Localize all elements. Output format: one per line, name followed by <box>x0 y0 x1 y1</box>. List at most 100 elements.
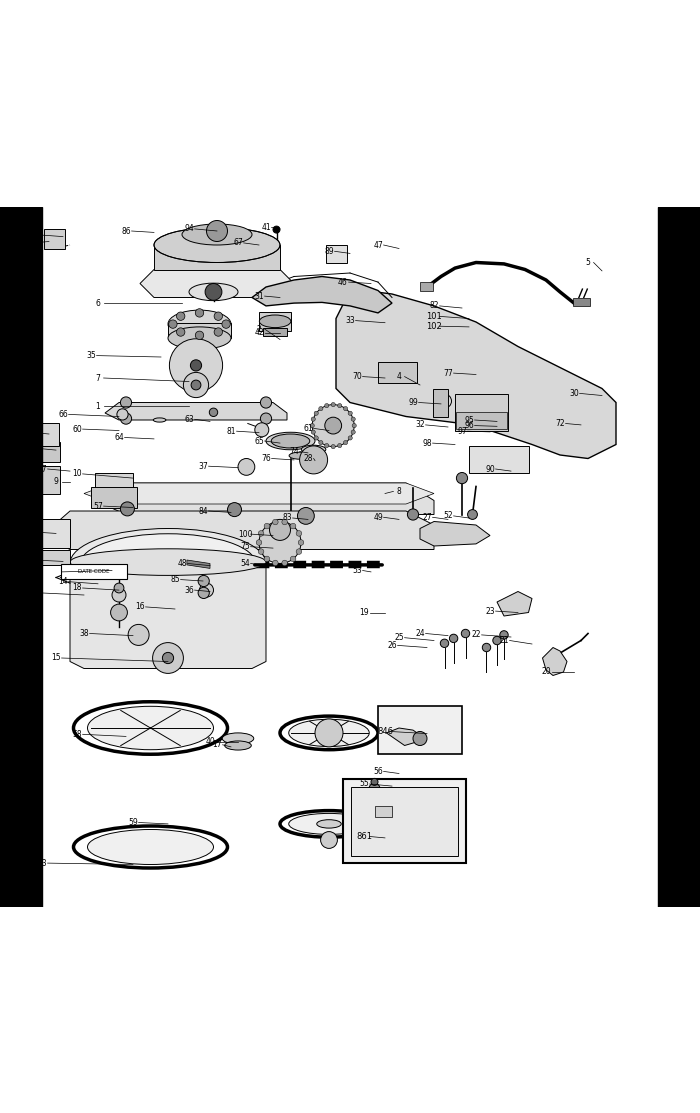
Circle shape <box>255 423 269 436</box>
Circle shape <box>259 522 301 563</box>
Text: 55: 55 <box>359 779 369 788</box>
Text: 8: 8 <box>397 486 401 496</box>
Circle shape <box>456 473 468 484</box>
Text: 98: 98 <box>422 439 432 447</box>
Text: 13: 13 <box>37 858 47 868</box>
Bar <box>374 807 392 817</box>
Text: 102: 102 <box>426 322 442 331</box>
Text: 12: 12 <box>30 589 40 598</box>
Circle shape <box>112 588 126 602</box>
Polygon shape <box>42 511 434 550</box>
Circle shape <box>449 634 458 642</box>
Text: 38: 38 <box>79 629 89 638</box>
Text: 22: 22 <box>471 630 481 639</box>
Ellipse shape <box>223 732 254 745</box>
Circle shape <box>176 312 185 321</box>
Text: 5: 5 <box>586 258 590 267</box>
Bar <box>343 779 466 863</box>
Bar <box>38 424 60 446</box>
Ellipse shape <box>168 311 231 338</box>
Circle shape <box>190 359 202 371</box>
Bar <box>326 245 346 263</box>
Text: 76: 76 <box>261 454 271 463</box>
Text: 27: 27 <box>422 513 432 522</box>
Text: 25: 25 <box>394 633 404 642</box>
Text: 100: 100 <box>238 530 252 539</box>
Text: 32: 32 <box>415 421 425 430</box>
Text: 24: 24 <box>415 629 425 638</box>
Text: 99: 99 <box>408 398 418 407</box>
Text: 17: 17 <box>212 740 222 749</box>
Text: 58: 58 <box>72 730 82 739</box>
Bar <box>61 563 127 579</box>
Text: 9: 9 <box>54 477 58 486</box>
Circle shape <box>114 583 124 593</box>
Circle shape <box>413 731 427 746</box>
Bar <box>378 362 416 383</box>
Circle shape <box>321 831 337 848</box>
Circle shape <box>214 328 223 336</box>
Circle shape <box>351 430 356 434</box>
Text: 96: 96 <box>464 421 474 430</box>
Text: 33: 33 <box>345 316 355 325</box>
Polygon shape <box>386 728 420 746</box>
Text: 82: 82 <box>429 302 439 311</box>
Circle shape <box>325 443 329 447</box>
Circle shape <box>296 531 302 536</box>
Text: 18: 18 <box>72 583 82 592</box>
Bar <box>42 442 60 462</box>
Text: 15: 15 <box>51 653 61 662</box>
Text: 11: 11 <box>23 429 33 437</box>
Polygon shape <box>336 290 616 459</box>
Text: 28: 28 <box>303 454 313 463</box>
Text: 48: 48 <box>177 559 187 568</box>
Bar <box>94 473 133 490</box>
Polygon shape <box>70 563 266 669</box>
Text: 16: 16 <box>135 602 145 611</box>
Circle shape <box>195 331 204 339</box>
Circle shape <box>258 531 264 536</box>
Bar <box>659 207 700 906</box>
Circle shape <box>222 319 230 328</box>
Ellipse shape <box>88 707 214 750</box>
Circle shape <box>264 523 270 529</box>
Ellipse shape <box>225 741 251 750</box>
Bar <box>41 550 70 565</box>
Polygon shape <box>542 648 567 676</box>
Text: 89: 89 <box>324 247 334 256</box>
Circle shape <box>214 312 223 321</box>
Text: 31: 31 <box>254 292 264 301</box>
Text: 4: 4 <box>397 372 401 381</box>
Ellipse shape <box>272 434 309 449</box>
Text: 67: 67 <box>233 238 243 247</box>
Ellipse shape <box>289 452 310 460</box>
Text: 30: 30 <box>569 388 579 398</box>
Text: 42: 42 <box>254 328 264 337</box>
Circle shape <box>169 319 177 328</box>
Text: 59: 59 <box>128 818 138 827</box>
Text: 54: 54 <box>240 559 250 568</box>
Bar <box>44 229 65 248</box>
Text: 77: 77 <box>443 368 453 377</box>
Text: 846: 846 <box>377 727 393 736</box>
Circle shape <box>282 560 288 565</box>
Text: 84: 84 <box>198 506 208 515</box>
Text: 101: 101 <box>426 312 442 321</box>
Ellipse shape <box>154 227 280 263</box>
Circle shape <box>198 575 209 587</box>
Circle shape <box>348 411 352 415</box>
Circle shape <box>270 520 290 541</box>
Text: 74: 74 <box>289 447 299 456</box>
Ellipse shape <box>260 315 291 327</box>
Circle shape <box>205 284 222 301</box>
Polygon shape <box>105 403 287 420</box>
Circle shape <box>199 583 213 597</box>
Circle shape <box>169 338 223 392</box>
Text: 20: 20 <box>541 668 551 677</box>
Circle shape <box>206 220 228 242</box>
Circle shape <box>282 520 288 525</box>
Bar <box>420 282 433 290</box>
Text: 6: 6 <box>96 298 100 307</box>
Bar <box>456 412 507 430</box>
Text: 49: 49 <box>373 513 383 522</box>
